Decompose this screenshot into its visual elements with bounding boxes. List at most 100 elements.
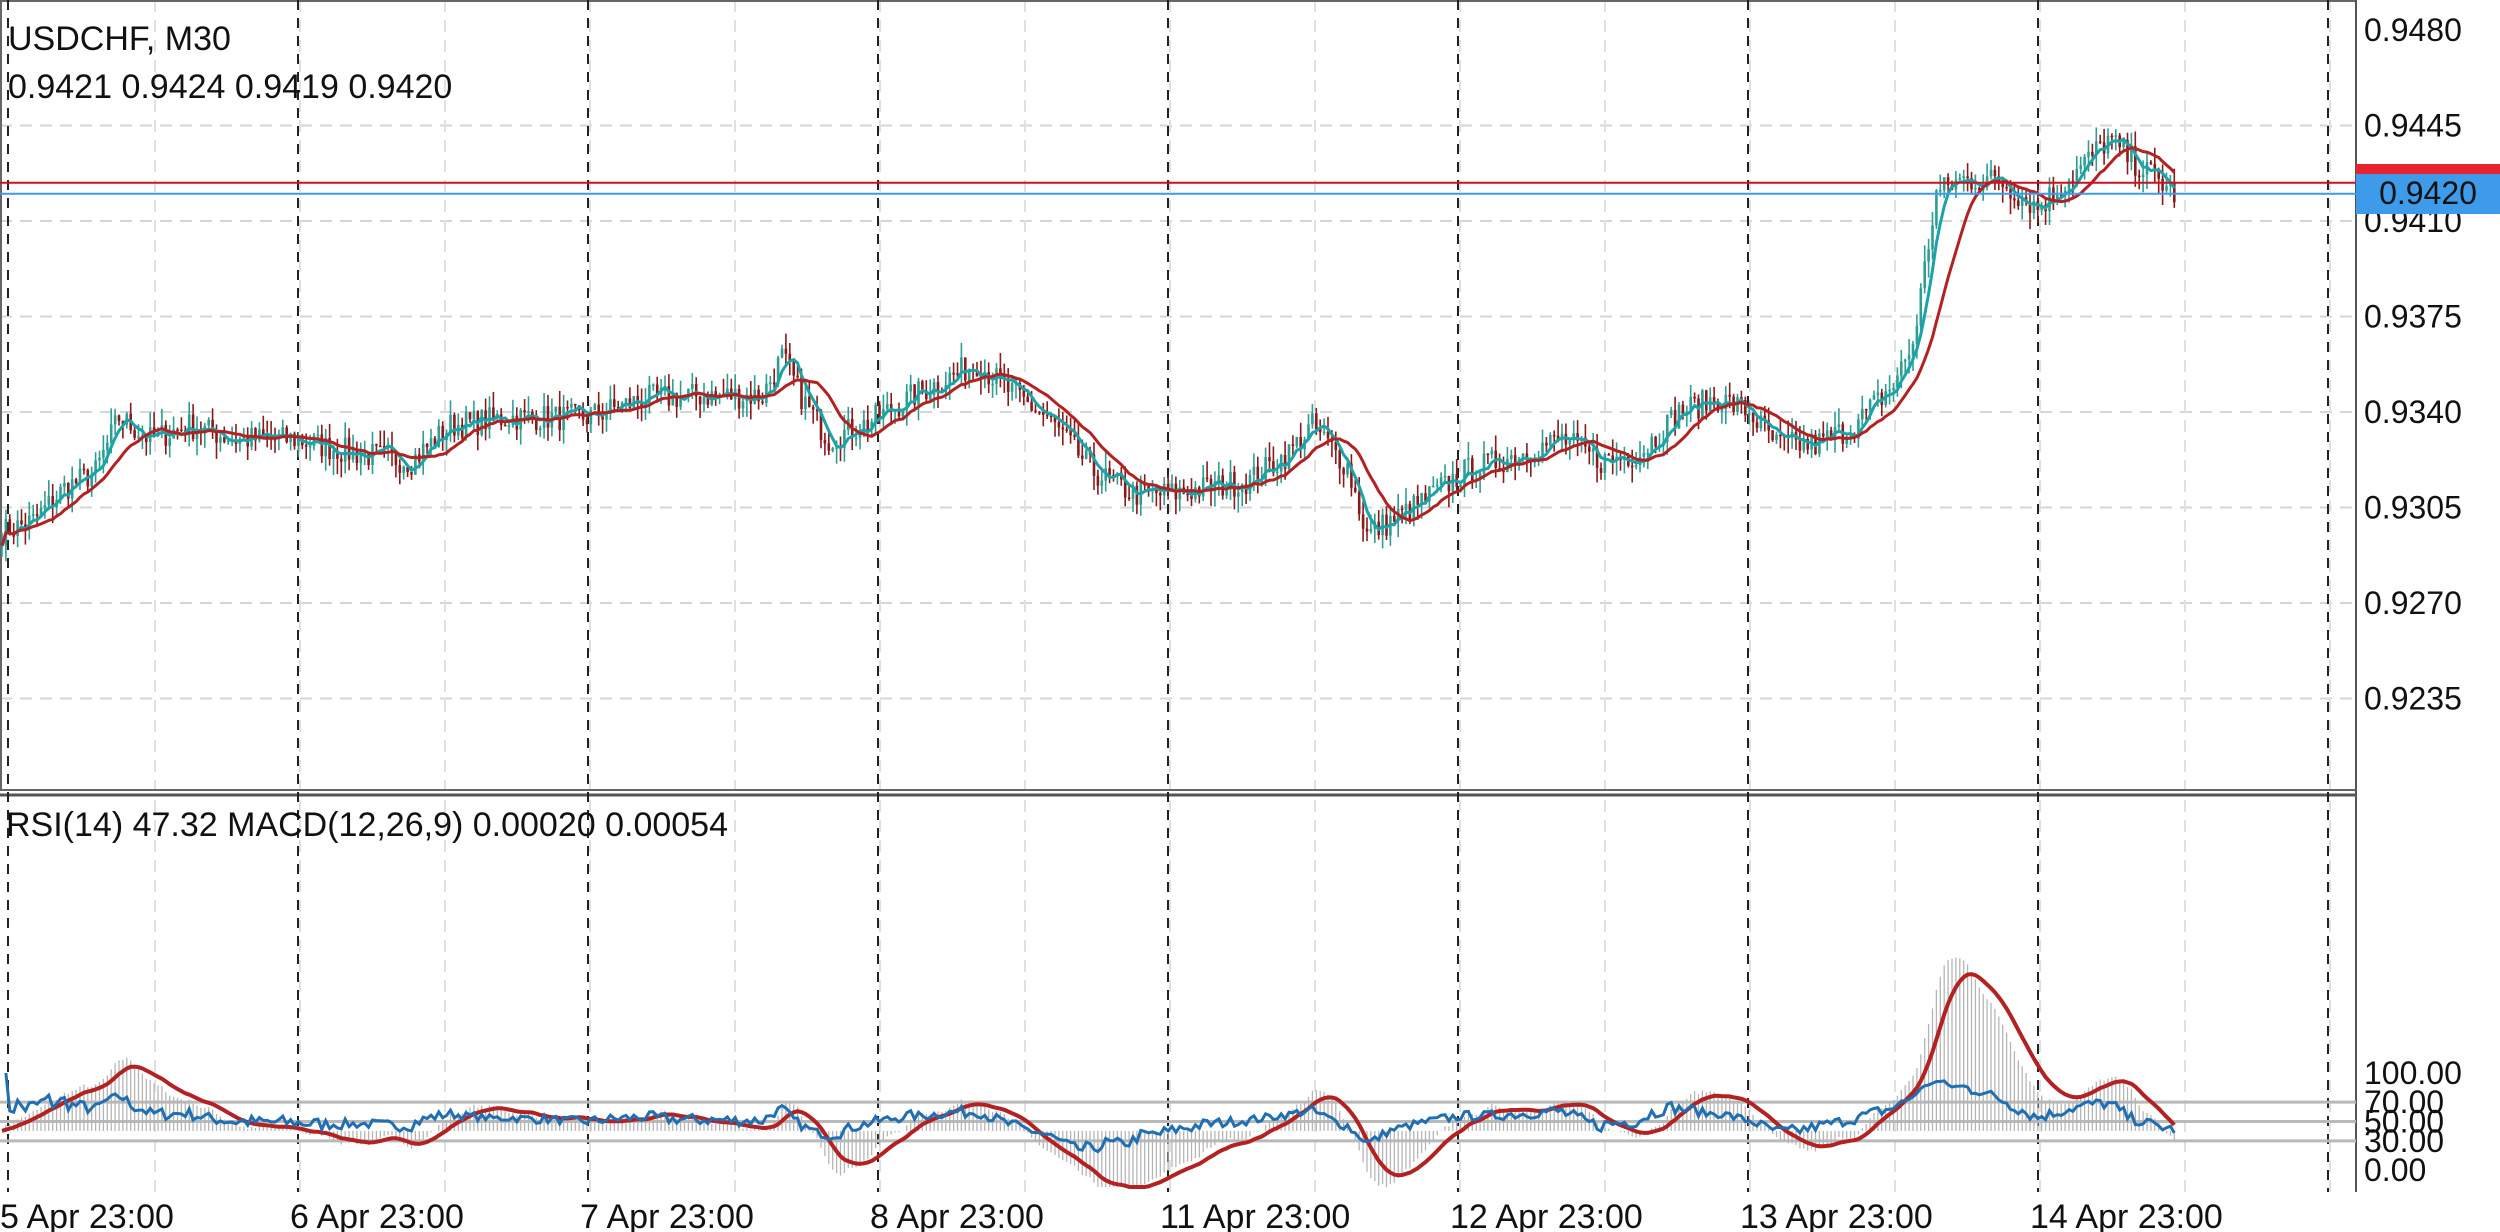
candle-body [2173,182,2176,203]
candle-body [1459,484,1462,487]
candle-body [1681,404,1685,416]
candle-body [28,515,31,529]
candle-body [262,429,265,436]
candle-body [324,437,327,457]
candle-body [1919,288,1923,326]
candle-body [254,428,257,441]
candle-body [1513,455,1517,466]
candle-body [546,406,550,428]
candle-body [117,415,121,421]
candle-body [1147,485,1150,491]
candle-body [207,419,210,426]
candle-body [691,384,694,389]
candle-body [145,435,148,443]
candle-body [1435,484,1439,487]
candle-body [1338,450,1341,469]
candle-body [90,473,93,487]
candle-body [1478,473,1482,480]
candle-body [1127,497,1131,499]
grid [0,0,2357,1192]
candle-body [8,519,12,536]
candle-body [652,384,655,387]
candle-body [597,404,600,417]
candle-body [1506,458,1509,473]
candle-body [1061,427,1065,430]
candle-body [1677,404,1681,429]
candle-body [1123,479,1127,498]
time-tick-label: 11 Apr 23:00 [1160,1198,1350,1232]
candle-body [1307,424,1310,440]
candle-body [1272,461,1275,473]
candle-body [1630,465,1634,468]
candle-body [398,465,402,473]
candle-body [1751,413,1755,423]
candle-body [1326,431,1330,439]
candle-body [1045,414,1049,417]
candle-body [78,468,82,484]
candle-body [1588,446,1591,452]
candle-body [1978,188,1981,191]
candle-body [382,446,386,448]
candle-body [425,443,429,448]
candle-body [1755,422,1759,429]
candle-body [106,442,109,450]
candle-body [1728,394,1731,397]
candle-body [191,414,195,439]
candle-body [640,403,643,408]
candle-body [1276,471,1279,474]
candle-body [109,424,113,443]
candle-body [1533,461,1536,463]
candle-body [1802,438,1806,451]
candle-body [1365,528,1369,532]
price-pane-border [0,0,2357,791]
candle-body [737,388,741,409]
candle-body [827,443,831,451]
candle-body [1159,492,1162,496]
candle-body [2001,183,2004,187]
candle-body [1190,493,1193,499]
candle-body [1646,452,1650,455]
candle-body [35,514,39,516]
candle-body [1759,415,1763,429]
time-tick-label: 5 Apr 23:00 [0,1198,174,1232]
candle-body [226,440,230,443]
candle-body [2161,178,2164,191]
candle-body [1876,392,1880,396]
candle-body [1775,434,1778,441]
candle-body [1829,430,1833,439]
candle-body [882,408,885,419]
candle-body [74,479,78,484]
candle-body [1443,475,1447,478]
candle-body [1022,390,1026,397]
candle-body [605,413,608,420]
candle-body [1705,390,1708,411]
chart-symbol: USDCHF, M30 [8,20,231,58]
candle-body [2098,141,2102,143]
candle-body [1287,444,1291,469]
candle-body [1081,455,1084,459]
candle-body [63,482,66,487]
candle-body [265,435,269,438]
price-tick-label: 0.9340 [2364,394,2462,430]
candle-body [1974,188,1977,190]
candle-body [1346,463,1349,475]
candle-body [905,391,909,410]
ohlc-values: 0.9421 0.9424 0.9419 0.9420 [8,68,452,106]
candle-body [1767,420,1770,431]
candle-body [874,404,877,422]
candle-body [1311,413,1314,425]
candle-body [1318,428,1322,433]
candle-body [800,375,803,410]
candle-body [613,399,616,407]
candle-body [1845,436,1848,444]
candle-body [1689,396,1692,412]
candle-body [667,386,671,406]
candle-body [2056,194,2059,200]
candle-body [1291,444,1295,446]
candle-body [1084,450,1088,459]
candle-body [1896,375,1899,388]
candle-body [889,403,893,412]
candle-body [1260,479,1263,484]
candle-body [1634,465,1638,467]
